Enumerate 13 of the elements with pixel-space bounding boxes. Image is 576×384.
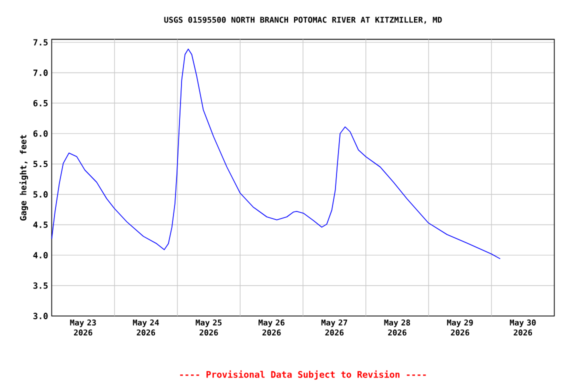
y-tick-label: 7.5: [33, 39, 48, 46]
y-tick-label: 3.0: [33, 312, 48, 320]
y-tick-label: 4.0: [33, 252, 48, 258]
y-tick-label: 4.5: [33, 222, 48, 228]
line-series: [51, 48, 501, 260]
y-axis-title: Gage height, feet: [19, 134, 28, 220]
text: ---- Provisional Data Subject to Revision ----: [180, 370, 426, 380]
y-tick-label: 6.5: [33, 100, 48, 106]
y-tick-label: 3.5: [33, 282, 48, 289]
y-tick-label: 7.0: [33, 70, 48, 76]
y-tick-label: 6.0: [33, 130, 48, 137]
y-tick-label: 5.5: [33, 160, 48, 168]
y-tick-label: 5.0: [33, 191, 48, 198]
